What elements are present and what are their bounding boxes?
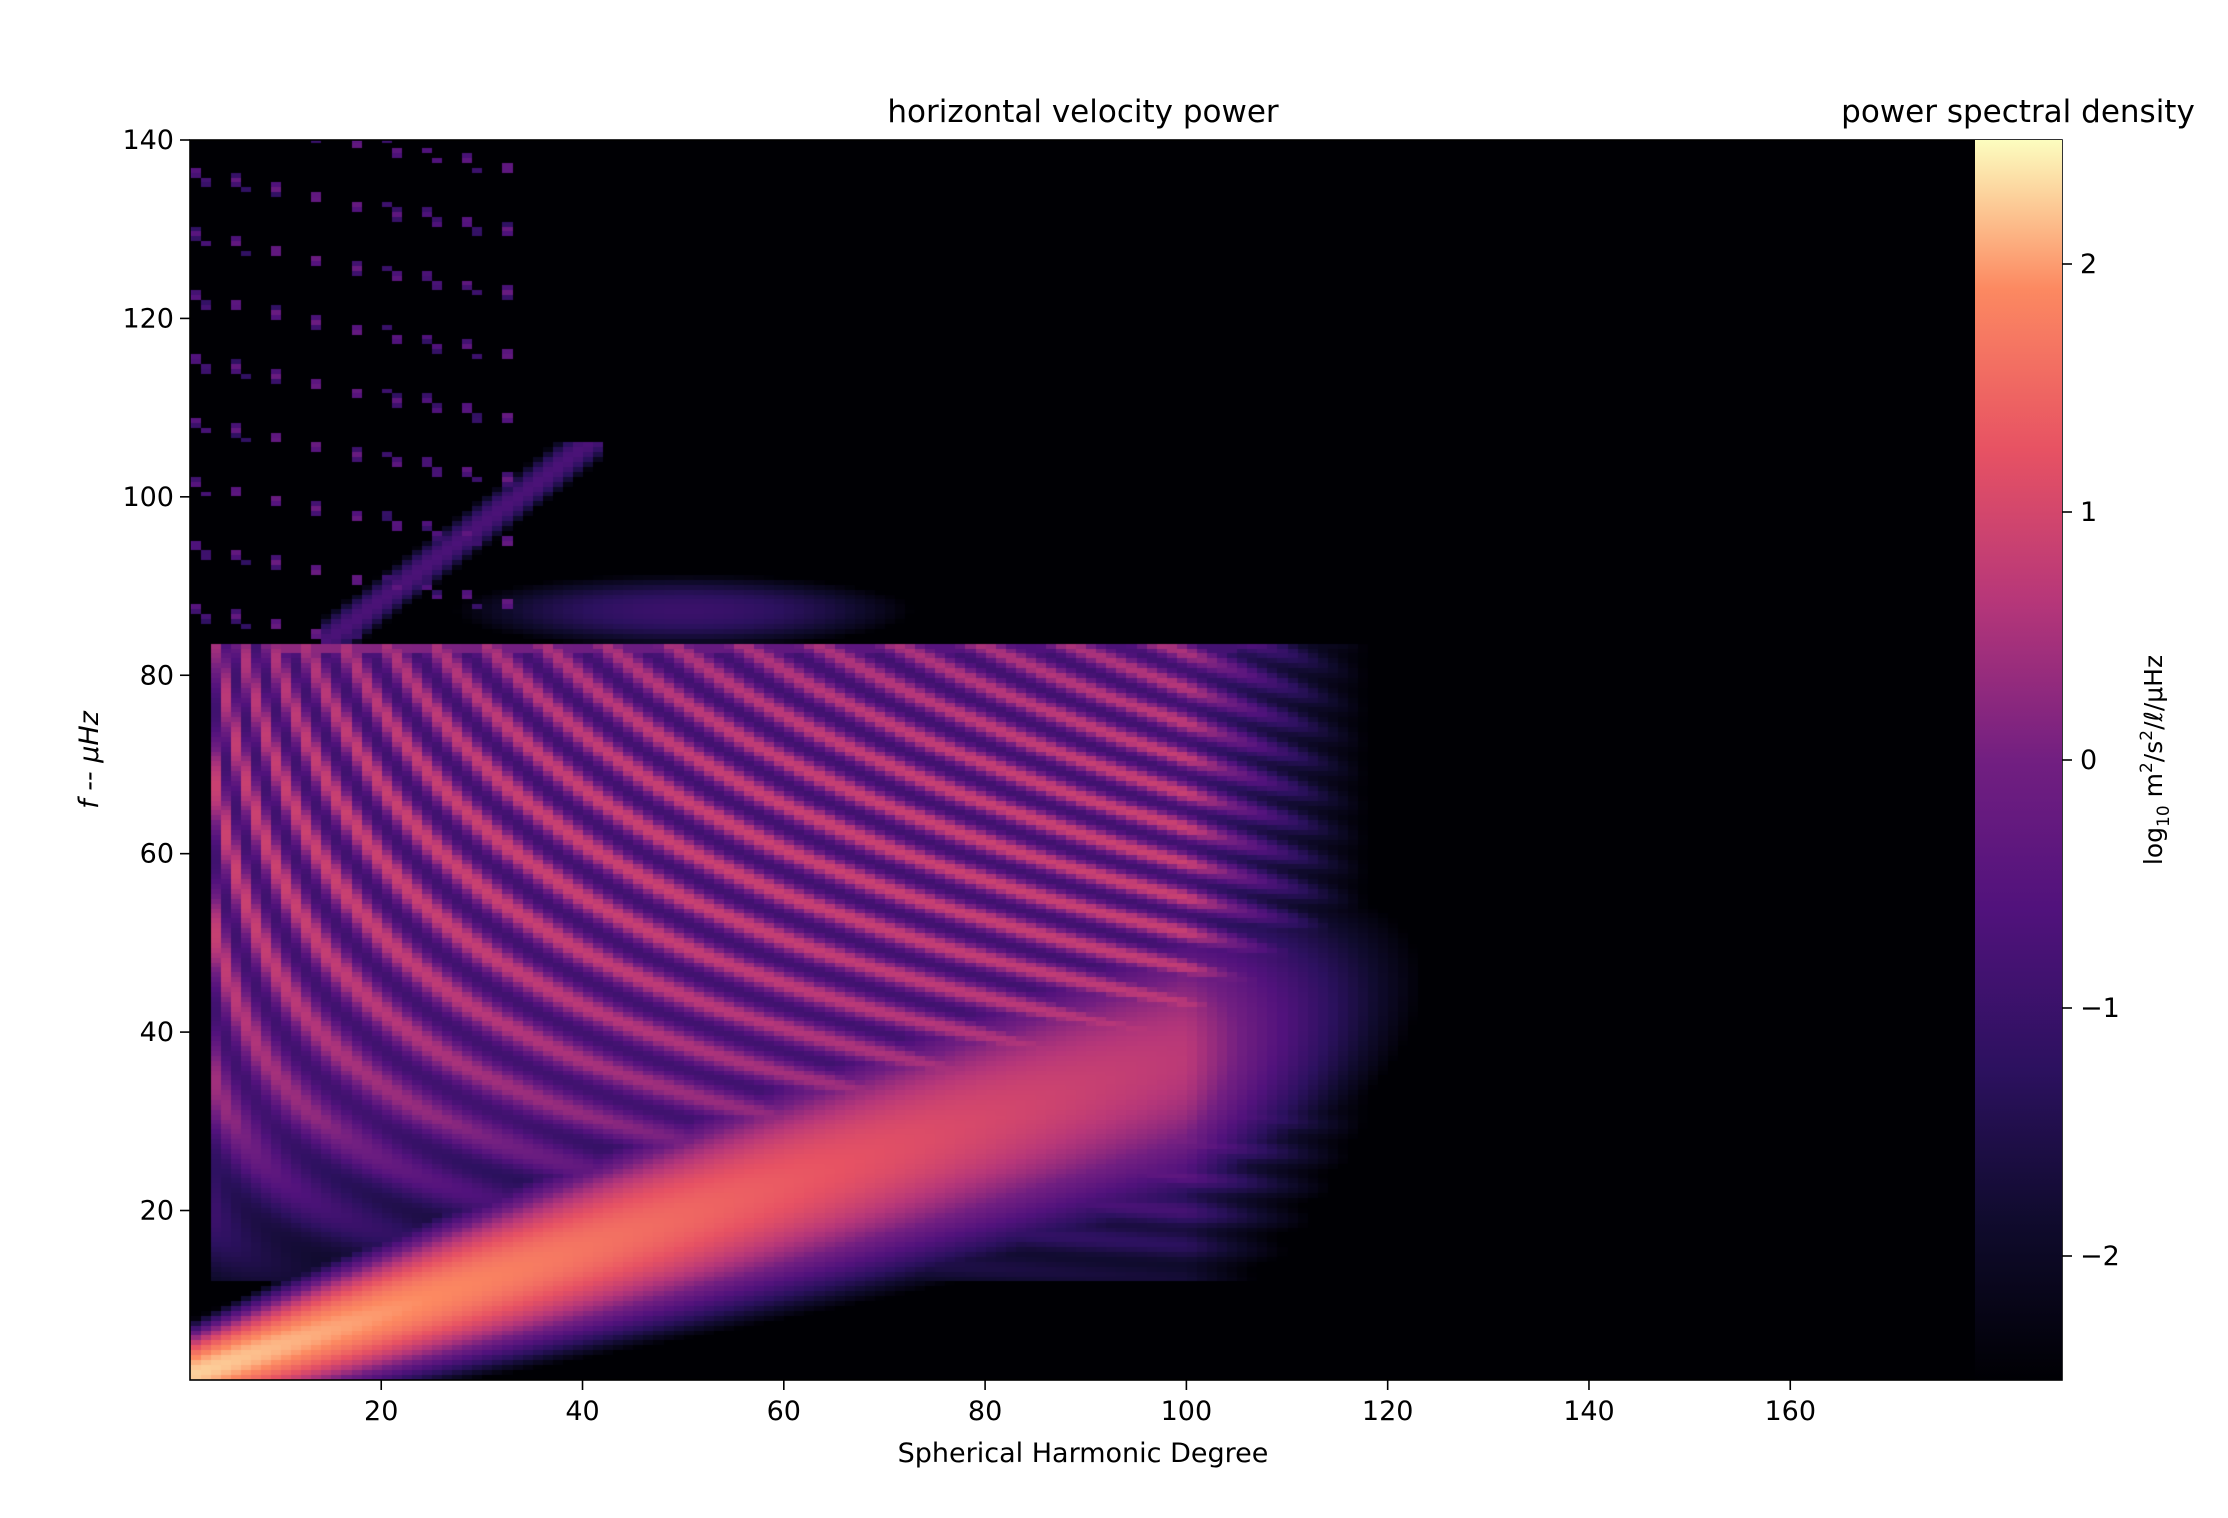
- y-tick-label: 80: [140, 660, 174, 691]
- chart-title: horizontal velocity power: [887, 94, 1279, 130]
- colorbar: [1975, 140, 2062, 1380]
- y-axis-ticks: 20 40 60 80 100 120 140: [122, 125, 190, 1227]
- colorbar-tick-label: 1: [2080, 497, 2097, 528]
- y-axis-label: f -- μHz: [74, 710, 105, 809]
- x-tick-label: 80: [968, 1396, 1002, 1427]
- x-tick-label: 40: [565, 1396, 599, 1427]
- colorbar-tick-label: −2: [2080, 1241, 2120, 1272]
- colorbar-tick-label: 0: [2080, 745, 2097, 776]
- x-tick-label: 160: [1764, 1396, 1816, 1427]
- x-tick-label: 100: [1161, 1396, 1213, 1427]
- colorbar-label: log10 m2/s2/ℓ/μHz: [2137, 655, 2174, 865]
- x-axis-label: Spherical Harmonic Degree: [898, 1438, 1269, 1469]
- x-tick-label: 120: [1362, 1396, 1414, 1427]
- y-tick-label: 40: [140, 1017, 174, 1048]
- y-tick-label: 120: [122, 303, 174, 334]
- x-axis-ticks: 20 40 60 80 100 120 140 160: [364, 1380, 1816, 1427]
- colorbar-tick-label: −1: [2080, 993, 2120, 1024]
- colorbar-title: power spectral density: [1841, 94, 2195, 130]
- colorbar-tick-label: 2: [2080, 249, 2097, 280]
- x-tick-label: 60: [767, 1396, 801, 1427]
- y-tick-label: 60: [140, 839, 174, 870]
- y-tick-label: 100: [122, 482, 174, 513]
- y-tick-label: 20: [140, 1196, 174, 1227]
- y-tick-label: 140: [122, 125, 174, 156]
- x-tick-label: 140: [1563, 1396, 1615, 1427]
- colorbar-ticks: 2 1 0 −1 −2: [2062, 249, 2120, 1272]
- heatmap-image: [190, 140, 1975, 1380]
- x-tick-label: 20: [364, 1396, 398, 1427]
